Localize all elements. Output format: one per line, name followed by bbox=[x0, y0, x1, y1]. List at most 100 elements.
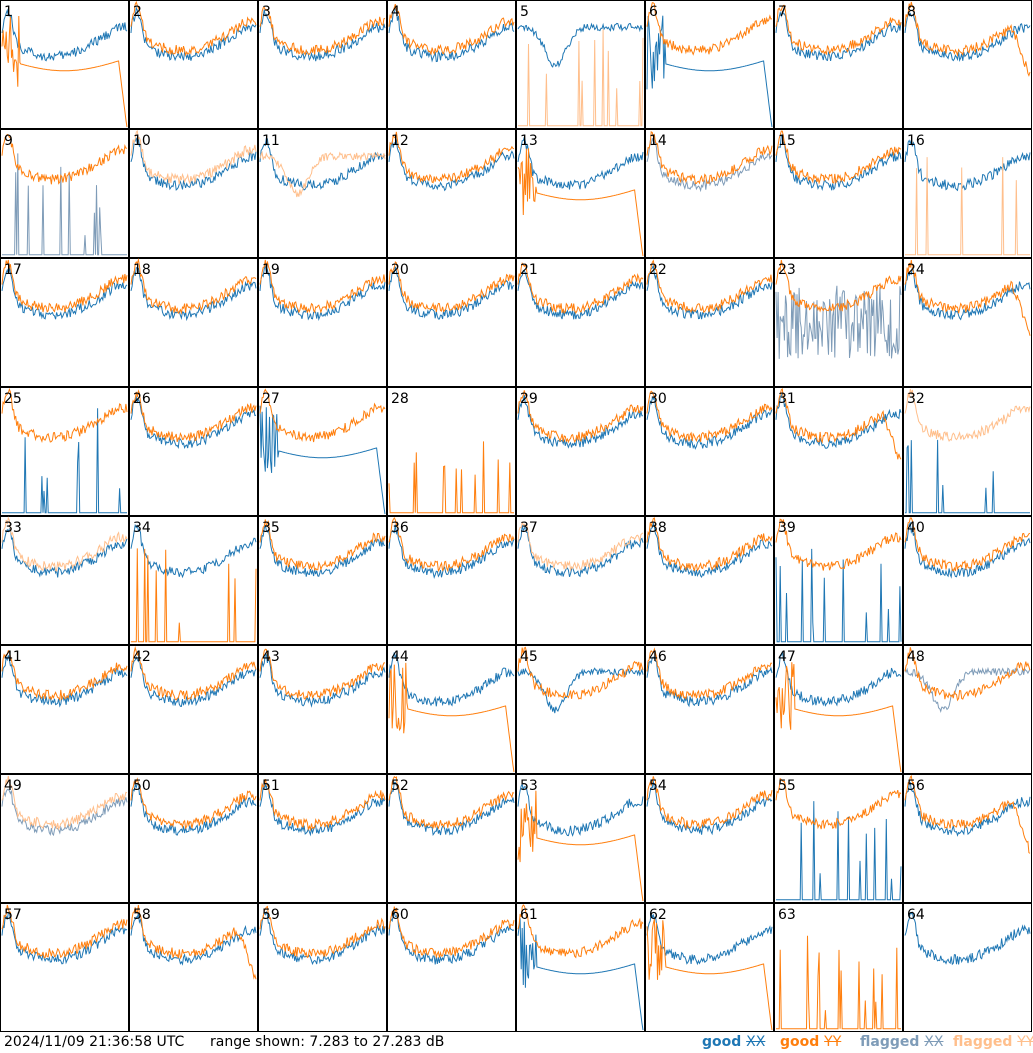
series-yy bbox=[517, 521, 644, 572]
series-xx bbox=[904, 267, 1031, 321]
panel-5: 5 bbox=[516, 0, 645, 129]
panel-number: 2 bbox=[133, 4, 142, 20]
panel-33: 33 bbox=[0, 516, 129, 645]
panel-13: 13 bbox=[516, 129, 645, 258]
series-yy bbox=[130, 258, 257, 315]
panel-number: 43 bbox=[262, 649, 280, 665]
panel-number: 57 bbox=[4, 907, 22, 923]
panel-number: 13 bbox=[520, 133, 538, 149]
panel-frame bbox=[129, 0, 258, 129]
panel-number: 60 bbox=[391, 907, 409, 923]
series-xx bbox=[517, 22, 644, 68]
panel-35: 35 bbox=[258, 516, 387, 645]
panel-3: 3 bbox=[258, 0, 387, 129]
series-yy bbox=[388, 517, 515, 573]
panel-frame bbox=[516, 516, 645, 645]
panel-number: 49 bbox=[4, 778, 22, 794]
series-xx bbox=[517, 136, 644, 190]
panel-59: 59 bbox=[258, 903, 387, 1032]
panel-48: 48 bbox=[903, 645, 1032, 774]
series-yy bbox=[517, 148, 644, 257]
series-xx bbox=[517, 918, 644, 1031]
panel-frame bbox=[774, 387, 903, 516]
panel-frame bbox=[516, 0, 645, 129]
series-xx bbox=[130, 523, 257, 579]
panel-number: 21 bbox=[520, 262, 538, 278]
series-yy bbox=[775, 662, 902, 773]
series-yy bbox=[904, 647, 1031, 702]
panel-frame bbox=[903, 774, 1032, 903]
panel-number: 56 bbox=[907, 778, 925, 794]
panel-number: 12 bbox=[391, 133, 409, 149]
panel-number: 44 bbox=[391, 649, 409, 665]
legend-good-yy: good YY bbox=[780, 1034, 842, 1050]
panel-number: 26 bbox=[133, 391, 151, 407]
series-yy bbox=[130, 0, 257, 57]
series-xx bbox=[517, 269, 644, 320]
panel-number: 9 bbox=[4, 133, 13, 149]
panel-number: 48 bbox=[907, 649, 925, 665]
series-yy bbox=[646, 2, 773, 56]
panel-49: 49 bbox=[0, 774, 129, 903]
legend-good-xx: good XX bbox=[702, 1034, 766, 1050]
panel-11: 11 bbox=[258, 129, 387, 258]
series-yy bbox=[775, 259, 902, 313]
panel-9: 9 bbox=[0, 129, 129, 258]
timestamp: 2024/11/09 21:36:58 UTC bbox=[4, 1034, 185, 1050]
series-xx bbox=[1, 910, 128, 965]
panel-frame bbox=[258, 0, 387, 129]
panel-frame bbox=[0, 774, 129, 903]
panel-10: 10 bbox=[129, 129, 258, 258]
series-yy bbox=[130, 645, 257, 701]
panel-number: 52 bbox=[391, 778, 409, 794]
panel-17: 17 bbox=[0, 258, 129, 387]
panel-frame bbox=[258, 645, 387, 774]
series-yy bbox=[646, 131, 773, 185]
panel-frame bbox=[903, 903, 1032, 1032]
series-xx bbox=[388, 781, 515, 836]
series-xx bbox=[517, 667, 644, 714]
panel-23: 23 bbox=[774, 258, 903, 387]
panel-number: 51 bbox=[262, 778, 280, 794]
panel-frame bbox=[258, 774, 387, 903]
series-yy bbox=[904, 1, 1031, 77]
series-xx bbox=[2, 408, 127, 514]
series-yy bbox=[517, 904, 644, 959]
panel-number: 32 bbox=[907, 391, 925, 407]
panel-number: 53 bbox=[520, 778, 538, 794]
series-xx bbox=[646, 395, 773, 450]
panel-frame bbox=[645, 129, 774, 258]
panel-frame bbox=[387, 387, 516, 516]
panel-45: 45 bbox=[516, 645, 645, 774]
panel-frame bbox=[645, 387, 774, 516]
series-yy bbox=[775, 777, 902, 830]
series-xx bbox=[517, 524, 644, 578]
panel-frame bbox=[129, 903, 258, 1032]
series-xx bbox=[904, 139, 1031, 192]
series-xx bbox=[776, 801, 902, 901]
series-yy bbox=[775, 387, 902, 460]
series-xx bbox=[388, 910, 515, 965]
series-xx bbox=[259, 405, 386, 515]
panel-frame bbox=[903, 129, 1032, 258]
series-xx bbox=[646, 781, 773, 836]
series-xx bbox=[904, 911, 1031, 966]
panel-56: 56 bbox=[903, 774, 1032, 903]
panel-number: 11 bbox=[262, 133, 280, 149]
panel-8: 8 bbox=[903, 0, 1032, 129]
panel-number: 30 bbox=[649, 391, 667, 407]
panel-14: 14 bbox=[645, 129, 774, 258]
series-xx bbox=[775, 651, 902, 707]
panel-44: 44 bbox=[387, 645, 516, 774]
panel-21: 21 bbox=[516, 258, 645, 387]
series-yy bbox=[904, 517, 1031, 572]
panel-12: 12 bbox=[387, 129, 516, 258]
series-yy bbox=[646, 647, 773, 701]
series-xx bbox=[775, 135, 902, 192]
footer: 2024/11/09 21:36:58 UTC range shown: 7.2… bbox=[0, 1032, 1033, 1053]
panel-37: 37 bbox=[516, 516, 645, 645]
panel-number: 64 bbox=[907, 907, 925, 923]
series-yy bbox=[775, 130, 902, 185]
panel-frame bbox=[645, 774, 774, 903]
panel-frame bbox=[774, 129, 903, 258]
